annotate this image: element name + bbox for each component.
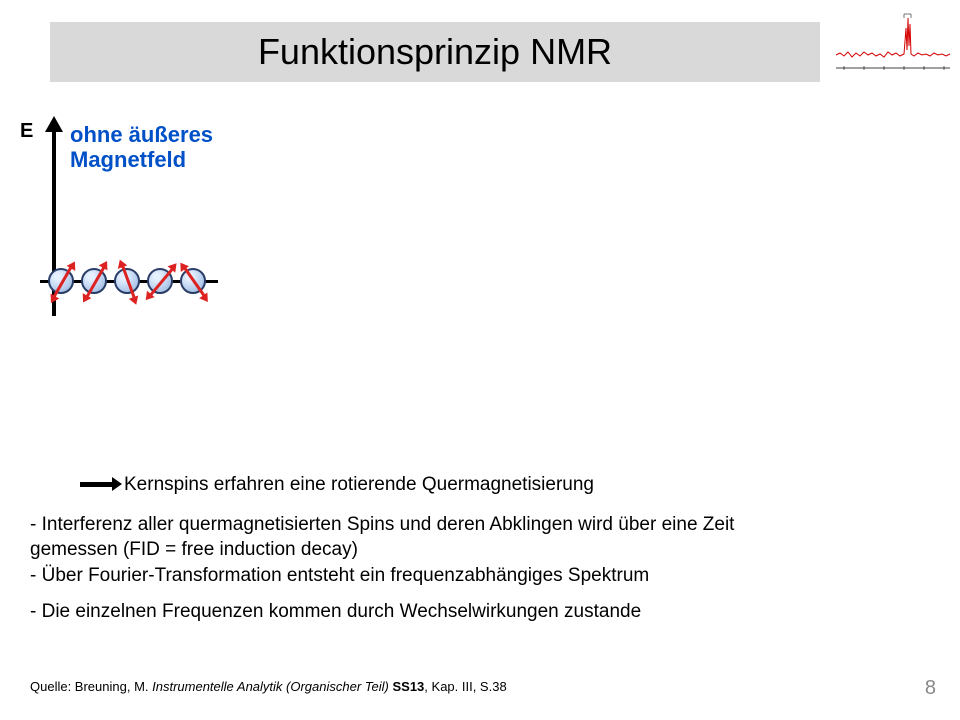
source-citation: Quelle: Breuning, M. Instrumentelle Anal… — [30, 679, 507, 694]
spin-arrow-icon — [121, 265, 136, 300]
title-bar: Funktionsprinzip NMR — [50, 22, 820, 82]
bullet-arrow-line: Kernspins erfahren eine rotierende Querm… — [80, 472, 910, 498]
source-prefix: Quelle: Breuning, M. — [30, 679, 152, 694]
page-number: 8 — [925, 677, 936, 700]
axis-label-e: E — [20, 120, 33, 143]
magnet-label-line1: ohne äußeres — [70, 122, 213, 147]
bullet-list: - Interferenz aller quermagnetisierten S… — [30, 512, 910, 625]
spin-sphere — [81, 268, 107, 294]
source-suffix: , Kap. III, S.38 — [424, 679, 506, 694]
list-line: - Interferenz aller quermagnetisierten S… — [30, 512, 910, 538]
source-bold: SS13 — [392, 679, 424, 694]
magnet-label-line2: Magnetfeld — [70, 147, 186, 172]
bullet-arrow-text: Kernspins erfahren eine rotierende Querm… — [124, 472, 594, 498]
list-line: - Über Fourier-Transformation entsteht e… — [30, 563, 910, 589]
list-line: - Die einzelnen Frequenzen kommen durch … — [30, 599, 910, 625]
spin-sphere — [147, 268, 173, 294]
spin-sphere — [114, 268, 140, 294]
list-line: gemessen (FID = free induction decay) — [30, 537, 910, 563]
right-arrow-icon — [80, 482, 114, 487]
spin-arrow-icon — [183, 266, 206, 297]
magnet-field-label: ohne äußeres Magnetfeld — [70, 122, 213, 173]
spin-arrow-icon — [52, 266, 73, 299]
spin-arrow-icon — [85, 266, 106, 299]
spin-diagram — [40, 262, 220, 302]
page-title: Funktionsprinzip NMR — [258, 31, 612, 73]
content-text-block: Kernspins erfahren eine rotierende Querm… — [30, 472, 910, 624]
spin-arrow-icon — [149, 267, 174, 297]
nmr-spectrum-thumbnail — [834, 10, 952, 80]
spin-sphere — [180, 268, 206, 294]
spin-sphere — [48, 268, 74, 294]
source-italic: Instrumentelle Analytik (Organischer Tei… — [152, 679, 392, 694]
